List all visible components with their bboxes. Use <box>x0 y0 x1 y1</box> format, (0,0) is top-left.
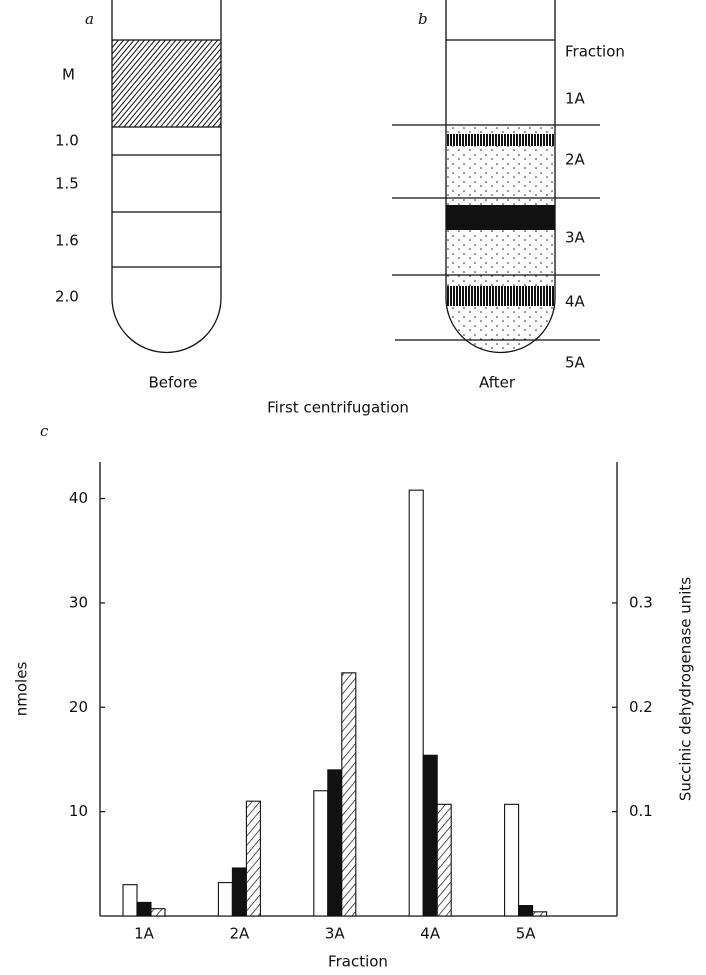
tube-b <box>392 0 600 354</box>
bar <box>327 769 343 917</box>
band <box>446 205 555 230</box>
bar <box>217 882 233 917</box>
figure-caption: First centrifugation <box>267 399 409 417</box>
y-tick-label: 40 <box>69 489 88 507</box>
bar <box>313 790 329 917</box>
bar <box>231 867 247 917</box>
fraction-label: 3A <box>565 229 586 247</box>
y-axis-title: nmoles <box>13 662 31 717</box>
y2-tick-label: 0.2 <box>629 698 653 716</box>
layer-label: 1.5 <box>55 175 79 193</box>
stipple <box>446 125 555 275</box>
y2-axis-title: Succinic dehydrogenase units <box>677 577 695 801</box>
y2-tick-label: 0.1 <box>629 802 653 820</box>
x-axis-title: Fraction <box>328 953 388 971</box>
bar <box>122 884 138 917</box>
caption: Before <box>148 374 197 392</box>
bar <box>245 800 261 917</box>
x-tick-label: 3A <box>325 925 346 943</box>
layer-label: 2.0 <box>55 288 79 306</box>
layer-label: 1.0 <box>55 132 79 150</box>
unit-label: M <box>62 66 75 84</box>
tube-outline <box>111 0 222 354</box>
sample-layer <box>112 40 221 127</box>
fraction-label: 1A <box>565 90 586 108</box>
band <box>446 286 555 306</box>
layer-label: 1.6 <box>55 232 79 250</box>
tube-outline <box>445 0 556 354</box>
tube-a <box>111 0 222 354</box>
panel-letter: b <box>418 10 428 28</box>
x-tick-label: 5A <box>516 925 537 943</box>
x-tick-label: 1A <box>134 925 155 943</box>
bar <box>436 803 452 917</box>
y-tick-label: 30 <box>69 593 88 611</box>
x-tick-label: 2A <box>229 925 250 943</box>
bar <box>150 908 166 917</box>
fraction-label: 2A <box>565 151 586 169</box>
bar <box>504 803 520 917</box>
fraction-label: 4A <box>565 293 586 311</box>
fraction-label: 5A <box>565 354 586 372</box>
y2-tick-label: 0.3 <box>629 593 653 611</box>
bar <box>341 672 357 917</box>
bar <box>422 754 438 917</box>
panel-letter: a <box>85 10 94 28</box>
fraction-header: Fraction <box>565 43 625 61</box>
band <box>446 134 555 146</box>
caption: After <box>479 374 516 392</box>
bar <box>518 905 534 917</box>
bar <box>408 489 424 917</box>
y-tick-label: 10 <box>69 802 88 820</box>
bar <box>136 901 152 917</box>
x-tick-label: 4A <box>420 925 441 943</box>
y-tick-label: 20 <box>69 698 88 716</box>
panel-letter: c <box>40 422 49 440</box>
bar <box>532 911 548 917</box>
